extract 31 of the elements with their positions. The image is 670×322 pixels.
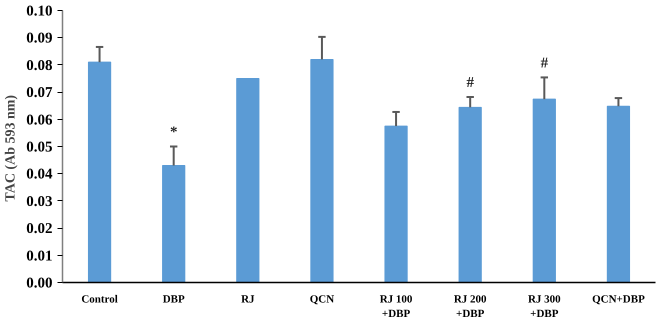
x-tick-label: DBP [162,294,185,306]
bar [458,106,482,282]
y-tick-label: 0.05 [26,140,52,156]
x-tick-label: Control [81,294,118,306]
bar [532,98,556,282]
y-tick-label: 0.03 [26,194,52,210]
y-tick-label: 0.01 [26,248,52,264]
y-tick-label: 0.04 [26,166,53,183]
y-tick-label: 0.10 [26,4,52,20]
bar [162,165,186,282]
bar [88,62,112,282]
y-tick-label: 0.00 [26,276,52,292]
bar [236,78,260,282]
x-tick-label: RJ 300 +DBP [528,294,562,320]
y-axis-title: TAC (Ab 593 nm) [3,94,18,202]
x-tick-label: RJ 100 +DBP [380,294,413,320]
x-tick-label: RJ 200 +DBP [454,294,488,320]
y-tick-label: 0.02 [26,221,52,238]
x-tick-label: RJ [241,294,256,306]
data-label: * [170,124,178,140]
data-label: # [466,74,474,91]
x-tick-label: QCN [310,294,334,306]
y-tick-label: 0.09 [26,30,52,47]
bar [384,126,408,282]
y-tick-label: 0.08 [26,58,52,74]
bar [606,106,630,282]
bar [310,58,334,282]
x-tick-label: QCN+DBP [592,294,646,306]
y-tick-label: 0.07 [26,85,53,102]
data-label: # [540,55,549,72]
y-tick-label: 0.06 [26,112,53,128]
